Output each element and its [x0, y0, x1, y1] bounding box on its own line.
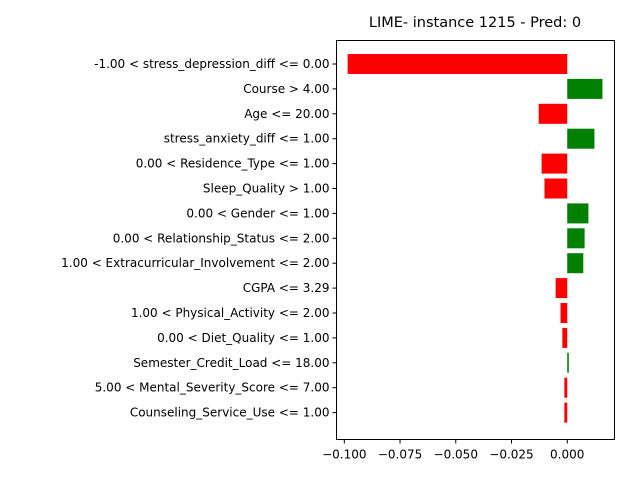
y-tick-label-6: 0.00 < Gender <= 1.00	[186, 206, 329, 220]
bar-7	[567, 228, 585, 249]
y-tick-labels: -1.00 < stress_depression_diff <= 0.00 Co…	[61, 57, 337, 420]
y-tick-label-5: Sleep_Quality > 1.00	[203, 182, 330, 196]
bar-5	[544, 178, 568, 199]
bar-6	[567, 203, 589, 224]
x-tick-label-4: 0.000	[550, 448, 584, 462]
y-tick-label-9: CGPA <= 3.29	[243, 281, 330, 295]
x-tick-label-0: −0.100	[322, 448, 366, 462]
y-tick-label-4: 0.00 < Residence_Type <= 1.00	[136, 157, 330, 171]
bar-13	[564, 377, 568, 398]
plot-frame	[336, 40, 615, 440]
y-tick-label-10: 1.00 < Physical_Activity <= 2.00	[131, 306, 330, 320]
y-tick-label-0: -1.00 < stress_depression_diff <= 0.00	[94, 57, 329, 71]
y-tick-label-1: Course > 4.00	[243, 82, 329, 96]
bars-group	[347, 54, 603, 423]
bar-1	[567, 78, 603, 99]
y-tick-label-3: stress_anxiety_diff <= 1.00	[164, 132, 330, 146]
y-tick-label-2: Age <= 20.00	[244, 107, 329, 121]
bar-9	[555, 278, 568, 299]
bar-12	[567, 352, 569, 373]
y-tick-label-8: 1.00 < Extracurricular_Involvement <= 2.…	[61, 256, 329, 270]
bar-8	[567, 253, 584, 274]
y-tick-label-11: 0.00 < Diet_Quality <= 1.00	[157, 331, 329, 345]
y-tick-label-14: Counseling_Service_Use <= 1.00	[130, 406, 330, 420]
bar-4	[541, 153, 568, 174]
y-tick-label-12: Semester_Credit_Load <= 18.00	[133, 356, 329, 370]
x-tick-label-3: −0.025	[489, 448, 533, 462]
chart-title: LIME- instance 1215 - Pred: 0	[369, 15, 581, 31]
bar-10	[560, 303, 568, 323]
x-tick-label-1: −0.075	[378, 448, 422, 462]
x-tick-label-2: −0.050	[434, 448, 478, 462]
bar-14	[564, 402, 568, 423]
bar-3	[567, 128, 595, 149]
bar-0	[347, 54, 568, 74]
bar-11	[562, 327, 568, 348]
bar-2	[538, 103, 568, 124]
y-tick-label-7: 0.00 < Relationship_Status <= 2.00	[113, 231, 330, 245]
x-axis: −0.100 −0.075 −0.050 −0.025 0.000	[322, 439, 584, 462]
y-tick-label-13: 5.00 < Mental_Severity_Score <= 7.00	[95, 381, 330, 395]
